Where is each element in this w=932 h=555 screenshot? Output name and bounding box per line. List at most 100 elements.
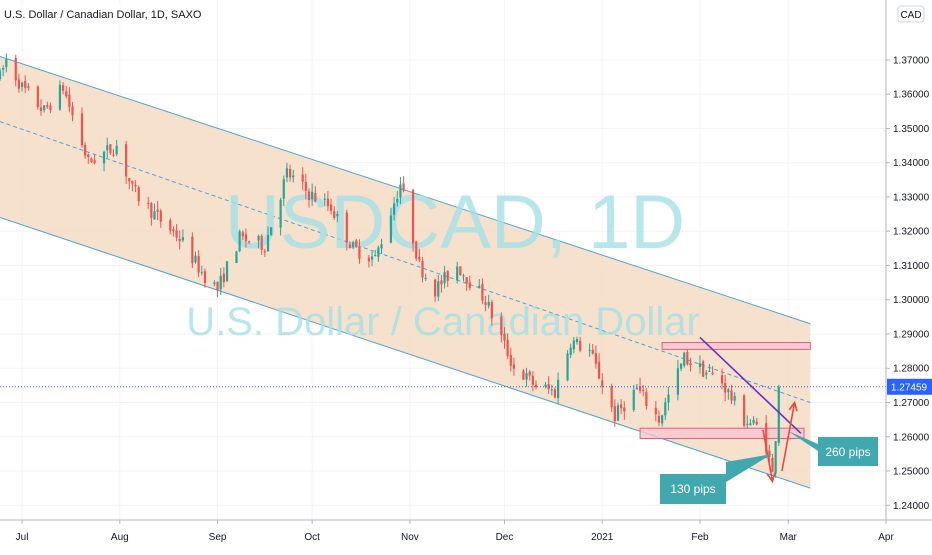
symbol-title[interactable]: U.S. Dollar / Canadian Dollar, 1D, SAXO (4, 9, 202, 21)
candle-body (194, 255, 197, 263)
time-tick-label: Aug (111, 532, 129, 543)
candle-body (247, 241, 251, 243)
candle-body (5, 59, 8, 67)
candle-body (503, 333, 506, 341)
current-price-value: 1.27459 (891, 382, 928, 393)
time-axis[interactable]: Jul Aug Sep Oct Nov Dec 2021 Feb Mar Apr (16, 520, 895, 543)
candle-body (411, 189, 415, 244)
candle-body (657, 415, 661, 423)
currency-badge[interactable]: CAD (897, 5, 925, 23)
candle-body (370, 256, 374, 260)
candle-body (579, 340, 582, 351)
candle-body (358, 246, 361, 259)
price-tick-label: 1.25000 (893, 467, 930, 478)
candle-body (181, 237, 184, 241)
candle-body (333, 211, 336, 218)
candle-body (279, 199, 282, 228)
candle-body (0, 70, 2, 80)
candle-body (506, 339, 509, 357)
candle-body (307, 191, 311, 201)
candle-body (421, 261, 424, 278)
candle-body (336, 214, 339, 217)
candle-body (225, 261, 229, 282)
current-price-tag-bg (887, 378, 932, 395)
candle-body (768, 450, 771, 457)
candle-body (434, 279, 437, 297)
channel-upper-line (0, 56, 811, 325)
candle-body (487, 301, 490, 306)
candle-body (348, 244, 352, 249)
candle-body (484, 302, 487, 305)
callout-130-label: 130 pips (670, 482, 715, 496)
candle-body (566, 353, 569, 381)
candle-body (777, 386, 780, 443)
candle-body (771, 457, 774, 472)
candle-body (724, 382, 727, 393)
candle-body (150, 203, 153, 218)
candle-body (326, 198, 330, 207)
candle-body (468, 282, 471, 288)
candle-body (178, 238, 181, 241)
candle-body (389, 215, 393, 243)
callout-260-pips: 260 pips (788, 431, 878, 466)
candle-body (708, 370, 711, 372)
candle-body (774, 441, 777, 474)
candle-body (556, 379, 560, 399)
candle-body (156, 209, 159, 212)
candle-body (437, 281, 440, 297)
candle-body (87, 154, 90, 157)
currency-badge-box[interactable] (897, 5, 925, 23)
price-axis[interactable]: 1.24000 1.25000 1.26000 1.27000 1.28000 1.290… (886, 55, 930, 512)
time-tick-label: Jul (16, 532, 29, 543)
candle-body (241, 232, 244, 237)
candle-body (616, 405, 620, 421)
candle-body (39, 107, 43, 112)
candle-body (112, 154, 115, 156)
candle-body (115, 145, 118, 155)
projection-arrowhead (766, 472, 776, 484)
candle-body (553, 389, 557, 398)
candle-body (90, 158, 93, 163)
candle-body (654, 407, 657, 415)
price-tick-label: 1.30000 (893, 295, 930, 306)
candlesticks[interactable] (0, 53, 780, 478)
candle-body (755, 421, 758, 425)
price-tick-label: 1.37000 (893, 55, 930, 66)
candle-body (575, 339, 579, 343)
candle-body (418, 256, 421, 260)
price-tick-label: 1.28000 (893, 364, 930, 375)
candle-body (257, 235, 260, 241)
candle-body (534, 384, 538, 388)
candle-body (270, 227, 273, 236)
candle-body (572, 340, 575, 350)
price-tick-label: 1.34000 (893, 158, 930, 169)
price-tick-label: 1.27000 (893, 398, 930, 409)
candle-body (597, 361, 601, 379)
candle-body (153, 211, 156, 220)
candle-body (544, 384, 547, 387)
candle-body (569, 347, 572, 355)
time-tick-label: Sep (209, 532, 227, 543)
candle-body (727, 389, 730, 393)
time-tick-label: 2021 (591, 532, 614, 543)
candle-body (456, 266, 459, 281)
candle-body (263, 251, 266, 253)
candle-body (591, 349, 594, 354)
price-tick-label: 1.32000 (893, 227, 930, 238)
candle-body (71, 106, 74, 116)
candle-body (667, 394, 670, 403)
candle-body (304, 181, 307, 191)
candle-body (244, 234, 248, 241)
candle-body (396, 198, 399, 203)
time-tick-label: Feb (691, 532, 709, 543)
candle-body (380, 244, 383, 249)
price-tick-label: 1.35000 (893, 124, 930, 135)
candle-body (238, 231, 241, 252)
candle-body (443, 272, 446, 284)
channel-fill (0, 56, 811, 489)
candle-body (620, 404, 623, 409)
candle-body (689, 363, 692, 366)
candle-body (311, 191, 314, 200)
currency-badge-label[interactable]: CAD (900, 10, 921, 21)
